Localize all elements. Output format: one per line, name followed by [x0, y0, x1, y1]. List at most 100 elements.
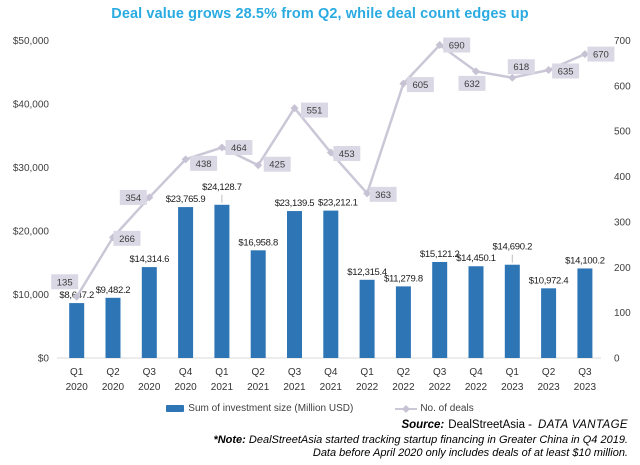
x-axis-label-quarter: Q2 — [397, 367, 411, 378]
bar-value-label: $23,765.9 — [166, 194, 206, 205]
x-axis-label-quarter: Q3 — [578, 367, 592, 378]
right-axis-tick: 600 — [614, 81, 631, 92]
deals-marker — [399, 79, 408, 88]
deals-marker — [145, 193, 154, 202]
deal-count-label-bg — [301, 102, 328, 118]
x-axis-label-year: 2021 — [320, 382, 343, 393]
x-axis-label-quarter: Q3 — [433, 367, 447, 378]
bar-value-label: $14,314.6 — [130, 254, 170, 265]
x-axis-label-year: 2020 — [102, 382, 125, 393]
deal-count-label: 464 — [231, 143, 247, 154]
bar-q3-2021 — [287, 211, 302, 358]
chart-footer: Source: DealStreetAsia - DATA VANTAGE *Not… — [213, 419, 628, 460]
deal-count-label-bg — [119, 189, 147, 205]
x-axis-label-quarter: Q2 — [106, 367, 120, 378]
combo-chart: $0 $10,000 $20,000 $30,000 $40,000 $50,000 0 10… — [13, 36, 631, 393]
bar-q3-2022 — [432, 261, 448, 358]
bar-q1-2022 — [359, 279, 375, 358]
x-axis-label-year: 2020 — [138, 382, 161, 393]
legend-item-deals: No. of deals — [395, 403, 474, 414]
x-axis-label-quarter: Q3 — [143, 367, 157, 378]
source-brand: DATA VANTAGE — [538, 419, 628, 431]
deals-marker — [580, 50, 589, 59]
bar-value-label: $12,315.4 — [347, 267, 387, 278]
deal-count-label-bg — [263, 156, 291, 172]
right-axis-tick: 700 — [614, 36, 631, 47]
legend-label-investment: Sum of investment size (Million USD) — [188, 403, 354, 414]
x-axis-label-year: 2021 — [247, 382, 270, 393]
left-axis-tick: $40,000 — [13, 100, 50, 111]
deal-count-label-bg — [507, 59, 535, 75]
x-axis-label-year: 2020 — [174, 382, 197, 393]
bar-q3-2020 — [141, 267, 157, 358]
x-axis-label-quarter: Q1 — [360, 367, 374, 378]
x-axis-label-quarter: Q3 — [288, 367, 302, 378]
bar-value-label: $24,128.7 — [202, 182, 242, 193]
bar-value-label: $23,139.5 — [275, 198, 315, 209]
deal-count-label-bg — [443, 37, 471, 53]
chart-title: Deal value grows 28.5% from Q2, while de… — [111, 6, 529, 22]
bar-q1-2020 — [69, 303, 85, 358]
left-axis-tick: $50,000 — [13, 36, 50, 47]
deal-count-label: 266 — [119, 234, 135, 245]
deals-marker — [508, 73, 517, 82]
x-axis-label-year: 2023 — [574, 382, 597, 393]
deals-marker — [472, 67, 480, 76]
bar-swatch-icon — [166, 405, 185, 412]
left-axis-tick: $10,000 — [13, 290, 50, 301]
x-axis-label-quarter: Q4 — [469, 367, 483, 378]
deal-count-label-bg — [552, 63, 580, 79]
bar-q4-2021 — [323, 210, 339, 358]
deals-marker — [290, 104, 299, 113]
bar-value-label: $11,279.8 — [384, 273, 423, 284]
deal-count-label: 453 — [339, 149, 355, 160]
x-axis-label-quarter: Q4 — [179, 367, 193, 378]
x-axis-label-year: 2022 — [465, 382, 488, 393]
deal-count-label-bg — [190, 155, 218, 171]
deal-count-label-bg — [51, 274, 79, 290]
deals-marker — [544, 65, 553, 74]
note-line-1: *Note: DealStreetAsia started tracking s… — [213, 434, 628, 447]
x-axis-label-year: 2021 — [283, 382, 306, 393]
deal-count-label-bg — [458, 75, 486, 91]
note-label: *Note: — [213, 434, 246, 446]
deal-count-label: 605 — [412, 80, 428, 91]
bar-q2-2021 — [250, 250, 266, 358]
deal-count-label: 135 — [57, 277, 73, 288]
x-axis-label-year: 2020 — [66, 382, 89, 393]
deal-count-label: 551 — [307, 106, 323, 117]
bar-value-label: $15,121.2 — [420, 249, 460, 260]
deal-count-label-bg — [587, 46, 615, 62]
bar-q2-2023 — [541, 288, 557, 358]
bar-value-label: $14,690.2 — [493, 242, 533, 253]
x-axis-label-year: 2021 — [211, 382, 234, 393]
deals-marker — [326, 148, 335, 157]
deals-marker — [72, 292, 81, 301]
bar-value-label: $14,100.2 — [565, 255, 605, 266]
deal-count-label-bg — [369, 186, 397, 202]
bar-q2-2022 — [395, 286, 411, 358]
x-axis-label-quarter: Q1 — [506, 367, 520, 378]
deal-count-label: 354 — [125, 193, 141, 204]
right-axis-tick: 200 — [614, 263, 631, 274]
right-axis-tick: 500 — [614, 127, 631, 138]
source-publisher: DealStreetAsia - — [448, 419, 532, 431]
right-axis-tick: 400 — [614, 172, 631, 183]
left-axis-tick: $20,000 — [13, 227, 50, 238]
deal-count-label: 363 — [375, 190, 391, 201]
bar-value-label: $10,972.4 — [529, 275, 569, 286]
deals-marker — [217, 143, 226, 152]
x-axis-label-year: 2022 — [429, 382, 452, 393]
legend-label-deals: No. of deals — [420, 403, 474, 414]
right-axis-tick: 300 — [614, 217, 631, 228]
deal-count-label-bg — [225, 140, 253, 156]
chart-legend: Sum of investment size (Million USD) No.… — [0, 403, 640, 414]
x-axis-label-year: 2023 — [501, 382, 524, 393]
bar-q1-2023 — [504, 264, 520, 358]
source-line: Source: DealStreetAsia - DATA VANTAGE — [213, 419, 628, 431]
bar-value-label: $14,450.1 — [456, 253, 496, 264]
bar-q1-2021 — [214, 204, 230, 358]
bar-q2-2020 — [105, 297, 121, 358]
line-marker-icon — [395, 404, 418, 414]
